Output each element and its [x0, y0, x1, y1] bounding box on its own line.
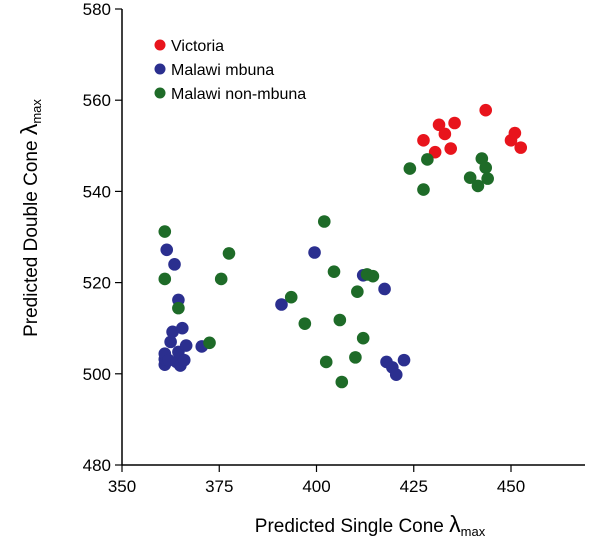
x-tick-label: 400 [302, 477, 330, 496]
x-ticks: 350 375 400 425 450 [108, 465, 525, 496]
data-point-malawi-non-mbuna [158, 225, 172, 238]
data-point-malawi-non-mbuna [403, 162, 417, 175]
data-point-malawi-non-mbuna [319, 355, 333, 369]
data-point-victoria [508, 126, 522, 140]
data-point-victoria [417, 134, 430, 147]
data-point-malawi-mbuna [177, 353, 191, 367]
y-ticks: 480 500 520 540 560 580 [83, 0, 122, 475]
data-point-malawi-mbuna [168, 258, 181, 271]
x-tick-label: 425 [400, 477, 428, 496]
data-point-malawi-non-mbuna [481, 172, 494, 185]
legend-label: Malawi mbuna [171, 62, 274, 79]
series-malawi-mbuna [158, 243, 411, 382]
data-point-malawi-non-mbuna [284, 290, 298, 304]
data-point-malawi-non-mbuna [222, 247, 236, 260]
y-axis-label-main: Predicted Double Cone [21, 135, 42, 337]
data-point-malawi-non-mbuna [417, 183, 430, 196]
data-point-malawi-non-mbuna [351, 285, 364, 299]
plot-area: 480 500 520 540 560 580 350 375 400 425 450 [83, 0, 585, 496]
series-malawi-non-mbuna [158, 152, 494, 389]
data-point-malawi-non-mbuna [333, 313, 347, 327]
data-point-malawi-mbuna [308, 246, 321, 259]
data-point-malawi-non-mbuna [298, 317, 312, 330]
x-tick-label: 350 [108, 477, 136, 496]
legend-label: Victoria [171, 38, 224, 55]
x-tick-label: 375 [205, 477, 233, 496]
data-point-malawi-non-mbuna [471, 179, 485, 193]
y-tick-label: 540 [83, 182, 111, 201]
data-point-victoria [479, 103, 493, 117]
data-point-malawi-non-mbuna [327, 265, 341, 278]
legend-marker [154, 63, 166, 75]
data-point-malawi-non-mbuna [172, 301, 185, 315]
data-point-malawi-mbuna [175, 321, 189, 335]
legend-marker [154, 87, 166, 99]
y-tick-label: 580 [83, 0, 111, 19]
data-point-malawi-mbuna [164, 335, 177, 349]
data-point-malawi-mbuna [275, 298, 288, 311]
y-axis-label-sub: max [29, 99, 44, 124]
data-point-malawi-mbuna [160, 243, 174, 257]
legend-marker [154, 39, 166, 51]
data-point-malawi-non-mbuna [214, 272, 228, 286]
legend: Victoria Malawi mbuna Malawi non-mbuna [154, 38, 306, 103]
data-point-malawi-non-mbuna [349, 351, 362, 364]
x-axis-label-symbol: λ [449, 511, 461, 537]
data-point-malawi-mbuna [166, 325, 179, 339]
data-point-malawi-non-mbuna [421, 153, 434, 166]
data-point-malawi-non-mbuna [479, 161, 493, 174]
data-point-malawi-mbuna [378, 282, 391, 296]
y-tick-label: 520 [83, 274, 111, 293]
x-axis-label: Predicted Single Cone λmax [255, 511, 486, 539]
data-points [158, 103, 528, 389]
data-point-victoria [438, 127, 452, 141]
data-point-victoria [448, 116, 461, 130]
y-tick-label: 500 [83, 365, 111, 384]
data-point-malawi-mbuna [179, 339, 193, 352]
data-point-malawi-mbuna [389, 368, 403, 382]
data-point-victoria [432, 118, 446, 132]
data-point-malawi-non-mbuna [203, 336, 216, 350]
y-tick-label: 560 [83, 91, 111, 110]
data-point-malawi-non-mbuna [463, 171, 477, 185]
data-point-malawi-mbuna [397, 353, 411, 367]
data-point-victoria [514, 141, 528, 154]
data-point-victoria [444, 142, 458, 155]
y-tick-label: 480 [83, 456, 111, 475]
legend-label: Malawi non-mbuna [171, 86, 306, 103]
x-tick-label: 450 [497, 477, 525, 496]
x-axis-label-main: Predicted Single Cone [255, 516, 449, 537]
y-axis-label-symbol: λ [16, 123, 42, 135]
data-point-malawi-non-mbuna [356, 331, 370, 345]
y-axis-label: Predicted Double Cone λmax [16, 99, 44, 337]
x-axis-label-sub: max [461, 524, 486, 539]
data-point-malawi-non-mbuna [335, 375, 349, 389]
data-point-malawi-non-mbuna [366, 269, 380, 283]
series-victoria [417, 103, 528, 159]
data-point-malawi-non-mbuna [317, 215, 331, 228]
data-point-malawi-non-mbuna [158, 272, 172, 286]
